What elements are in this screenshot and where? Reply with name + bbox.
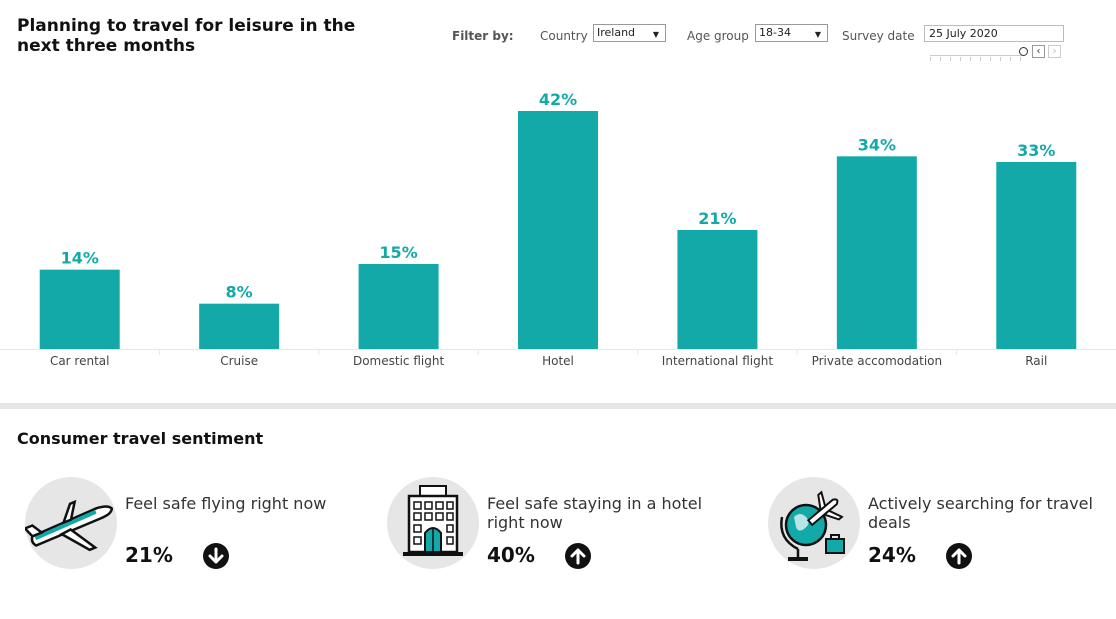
category-label: International flight — [662, 354, 774, 368]
chart-title: Planning to travel for leisure in the ne… — [17, 16, 356, 56]
bar-value-label: 34% — [858, 135, 896, 154]
bar-private-accomodation[interactable] — [836, 156, 917, 349]
date-slider-ticks — [930, 57, 1022, 61]
country-value: Ireland — [597, 26, 636, 39]
bar-hotel[interactable] — [518, 111, 598, 349]
chevron-right-icon: › — [1052, 46, 1057, 57]
filter-label: Filter by: — [452, 29, 514, 43]
bar-value-label: 8% — [226, 283, 253, 302]
airplane-icon-circle — [25, 477, 117, 569]
country-label: Country — [540, 29, 588, 43]
hotel-icon — [403, 485, 463, 556]
category-label: Car rental — [50, 354, 110, 368]
sentiment-label: Feel safe flying right now — [125, 494, 327, 513]
sentiment-card-deals: Actively searching for travel deals 24% — [768, 477, 1108, 577]
survey-date-label: Survey date — [842, 29, 915, 43]
bar-value-label: 42% — [539, 90, 577, 109]
age-group-label: Age group — [687, 29, 749, 43]
category-label: Hotel — [542, 354, 574, 368]
category-label: Rail — [1025, 354, 1047, 368]
date-slider-track[interactable] — [930, 55, 1022, 56]
airplane-icon — [25, 499, 114, 552]
hotel-icon-circle — [387, 477, 479, 569]
sentiment-value: 21% — [125, 543, 173, 567]
dropdown-arrow-icon: ▼ — [814, 30, 821, 39]
sentiment-label: Feel safe staying in a hotel right now — [487, 494, 703, 532]
survey-date-value: 25 July 2020 — [929, 27, 998, 40]
bar-chart: 14% Car rental 8% Cruise 15% Domestic flight 4… — [0, 90, 1116, 368]
bar-rail[interactable] — [996, 162, 1077, 349]
category-label: Private accomodation — [812, 354, 943, 368]
bar-value-label: 15% — [379, 243, 417, 262]
bar-value-label: 33% — [1017, 141, 1055, 160]
dropdown-arrow-icon: ▼ — [652, 30, 659, 39]
bar-domestic-flight[interactable] — [358, 264, 439, 349]
sentiment-card-hotel: Feel safe staying in a hotel right now 4… — [387, 477, 717, 577]
previous-date-button[interactable]: ‹ — [1032, 45, 1045, 58]
next-date-button[interactable]: › — [1048, 45, 1061, 58]
date-slider-thumb[interactable] — [1019, 47, 1028, 56]
bar-value-label: 21% — [698, 209, 736, 228]
sentiment-card-flying: Feel safe flying right now 21% — [25, 477, 355, 577]
sentiment-label: Actively searching for travel deals — [868, 494, 1093, 532]
sentiment-title: Consumer travel sentiment — [17, 429, 264, 448]
survey-date-field[interactable]: 25 July 2020 — [924, 25, 1064, 42]
age-group-select[interactable]: 18-34 ▼ — [755, 24, 828, 42]
globe-travel-icon — [780, 490, 845, 561]
bar-cruise[interactable] — [199, 303, 280, 349]
arrow-down-icon — [203, 543, 229, 569]
sentiment-value: 40% — [487, 543, 535, 567]
bar-value-label: 14% — [61, 249, 99, 268]
category-label: Cruise — [220, 354, 258, 368]
country-select[interactable]: Ireland ▼ — [593, 24, 666, 42]
globe-travel-icon-circle — [768, 477, 860, 569]
bar-car-rental[interactable] — [39, 269, 120, 349]
section-divider — [0, 403, 1116, 409]
chevron-left-icon: ‹ — [1036, 46, 1041, 57]
age-group-value: 18-34 — [759, 26, 791, 39]
arrow-up-icon — [946, 543, 972, 569]
bar-international-flight[interactable] — [677, 230, 758, 349]
arrow-up-icon — [565, 543, 591, 569]
category-label: Domestic flight — [353, 354, 444, 368]
sentiment-value: 24% — [868, 543, 916, 567]
